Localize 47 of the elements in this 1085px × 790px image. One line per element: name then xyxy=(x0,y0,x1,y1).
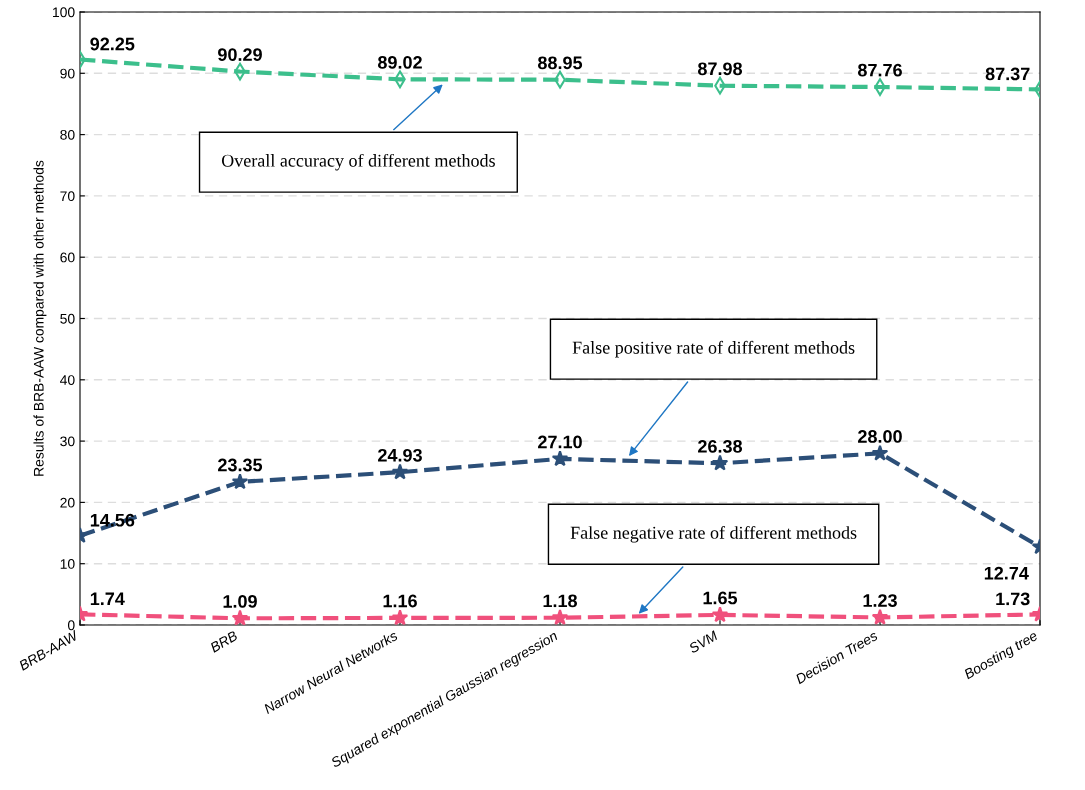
point xyxy=(231,609,249,625)
data-label: 1.74 xyxy=(90,592,125,606)
point xyxy=(871,608,889,625)
y-tick-label: 100 xyxy=(53,7,75,18)
data-label: 1.16 xyxy=(383,594,417,608)
data-label: 89.02 xyxy=(377,56,422,69)
annotation: False positive rate of different methods xyxy=(572,340,855,358)
data-label: 90.29 xyxy=(218,48,262,62)
y-tick-label: 20 xyxy=(60,497,75,508)
y-tick-label: 70 xyxy=(60,191,75,202)
data-label: 1.65 xyxy=(703,591,738,605)
data-label: 87.37 xyxy=(985,67,1030,81)
data-label: 1.73 xyxy=(996,592,1030,606)
data-label: 87.76 xyxy=(857,63,902,77)
point xyxy=(871,444,889,461)
y-tick-label: 50 xyxy=(60,313,75,324)
annotation: Overall accuracy of different methods xyxy=(221,153,495,171)
data-label: 1.09 xyxy=(223,595,257,608)
annotation: False negative rate of different methods xyxy=(570,525,857,543)
point xyxy=(391,463,409,480)
y-tick-label: 40 xyxy=(60,375,75,385)
y-tick-label: 60 xyxy=(60,252,75,263)
y-tick-label: 0 xyxy=(67,620,75,631)
y-tick-label: 10 xyxy=(60,559,75,569)
y-tick-label: 30 xyxy=(60,436,75,447)
data-label: 24.93 xyxy=(378,448,422,462)
data-label: 28.00 xyxy=(858,430,902,443)
data-label: 1.23 xyxy=(863,594,897,607)
y-axis-title: Results of BRB-AAW compared with other methods xyxy=(33,160,47,476)
point xyxy=(551,609,569,625)
data-label: 26.38 xyxy=(698,439,743,453)
point xyxy=(551,450,569,467)
data-label: 23.35 xyxy=(218,458,263,472)
point xyxy=(231,473,249,490)
point xyxy=(711,606,729,623)
data-label: 88.95 xyxy=(537,56,583,70)
point xyxy=(711,454,729,471)
data-label: 87.98 xyxy=(697,62,743,76)
data-label: 92.25 xyxy=(90,37,135,51)
y-tick-label: 80 xyxy=(60,129,75,140)
data-label: 1.18 xyxy=(543,594,578,608)
x-tick-label: SVM xyxy=(687,630,719,654)
y-tick-label: 90 xyxy=(60,68,75,79)
data-label: 27.10 xyxy=(538,435,582,449)
data-label: 12.74 xyxy=(984,566,1029,580)
x-tick-label: BRB xyxy=(209,630,239,653)
point xyxy=(391,609,409,625)
